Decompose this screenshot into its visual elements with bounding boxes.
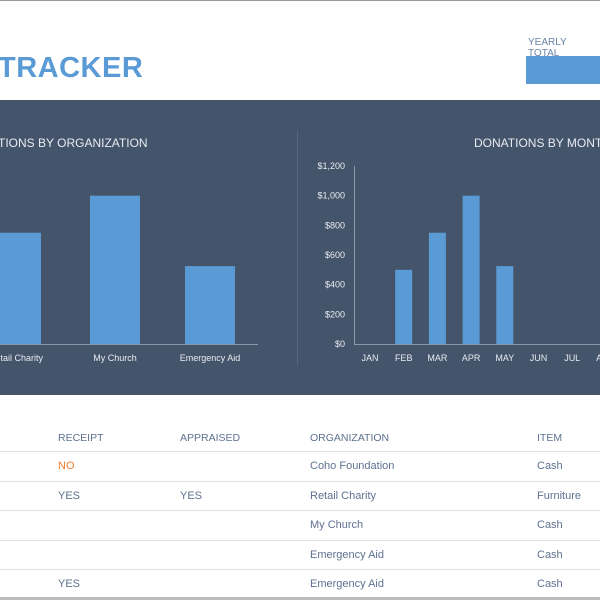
- org-bar[interactable]: [185, 266, 235, 344]
- table-row[interactable]: NO Coho Foundation Cash: [0, 452, 600, 482]
- cell-organization[interactable]: Emergency Aid: [310, 578, 384, 590]
- month-bar[interactable]: [462, 195, 480, 344]
- month-x-tick-label: JUL: [564, 353, 580, 363]
- donations-table: RECEIPT APPRAISED ORGANIZATION ITEM NO Co…: [0, 423, 600, 600]
- table-row[interactable]: Emergency Aid Cash: [0, 541, 600, 570]
- month-y-tick-label: $0: [335, 339, 345, 349]
- header-appraised[interactable]: APPRAISED: [180, 432, 241, 444]
- header-receipt[interactable]: RECEIPT: [58, 432, 104, 444]
- cell-organization[interactable]: Retail Charity: [310, 489, 377, 502]
- cell-item[interactable]: Cash: [537, 548, 563, 561]
- month-y-tick-label: $1,000: [317, 191, 345, 201]
- cell-organization[interactable]: My Church: [310, 519, 364, 531]
- cell-item[interactable]: Furniture: [537, 489, 582, 502]
- month-x-tick-label: AUG: [596, 353, 600, 363]
- charts-panel: TIONS BY ORGANIZATION DONATIONS BY MONTH…: [0, 100, 600, 395]
- table-row[interactable]: YES YES Retail Charity Furniture: [0, 482, 600, 511]
- month-x-tick-label: JAN: [361, 353, 378, 363]
- table-row[interactable]: YES Emergency Aid Cash: [0, 570, 600, 600]
- org-x-tick-label: My Church: [93, 353, 137, 363]
- month-y-tick-label: $200: [325, 309, 345, 319]
- cell-receipt[interactable]: NO: [58, 460, 75, 472]
- month-bar[interactable]: [395, 269, 413, 344]
- month-bar[interactable]: [496, 266, 514, 344]
- cell-item[interactable]: Cash: [537, 460, 563, 472]
- org-x-tick-label: Retail Charity: [0, 353, 44, 363]
- cell-item[interactable]: Cash: [537, 578, 563, 590]
- month-y-tick-label: $1,200: [317, 161, 345, 171]
- table-header-row: RECEIPT APPRAISED ORGANIZATION ITEM: [0, 423, 600, 452]
- cell-organization[interactable]: Emergency Aid: [310, 548, 384, 561]
- cell-receipt[interactable]: YES: [58, 578, 81, 590]
- header-organization[interactable]: ORGANIZATION: [310, 432, 390, 444]
- month-x-tick-label: MAY: [495, 353, 514, 363]
- cell-receipt[interactable]: YES: [58, 489, 81, 502]
- org-bar[interactable]: [0, 232, 41, 344]
- charts-svg: Retail Charity My Church Emergency Aid $0 $2…: [0, 161, 600, 363]
- month-y-tick-label: $600: [325, 250, 345, 260]
- month-y-tick-label: $800: [325, 220, 345, 230]
- cell-appraised[interactable]: YES: [180, 489, 203, 502]
- table-row[interactable]: My Church Cash: [0, 511, 600, 541]
- month-x-tick-label: MAR: [427, 353, 448, 363]
- org-chart-title: TIONS BY ORGANIZATION: [0, 136, 148, 150]
- month-y-tick-label: $400: [325, 280, 345, 290]
- chart-divider: [297, 130, 298, 365]
- cell-item[interactable]: Cash: [537, 519, 563, 531]
- header-item[interactable]: ITEM: [537, 432, 563, 444]
- yearly-total-value-box: [526, 56, 600, 84]
- month-x-tick-label: APR: [462, 353, 481, 363]
- month-chart-title: DONATIONS BY MONTH: [474, 136, 600, 150]
- page-title: TRACKER: [0, 52, 144, 84]
- org-x-tick-label: Emergency Aid: [180, 353, 241, 363]
- yearly-total-label: YEARLY TOTAL: [528, 37, 567, 59]
- month-x-tick-label: FEB: [395, 353, 413, 363]
- top-border: [0, 0, 600, 1]
- month-x-tick-label: JUN: [530, 353, 548, 363]
- org-bar[interactable]: [90, 195, 140, 344]
- month-bar[interactable]: [428, 232, 446, 344]
- cell-organization[interactable]: Coho Foundation: [310, 460, 395, 472]
- bottom-border: [0, 597, 600, 600]
